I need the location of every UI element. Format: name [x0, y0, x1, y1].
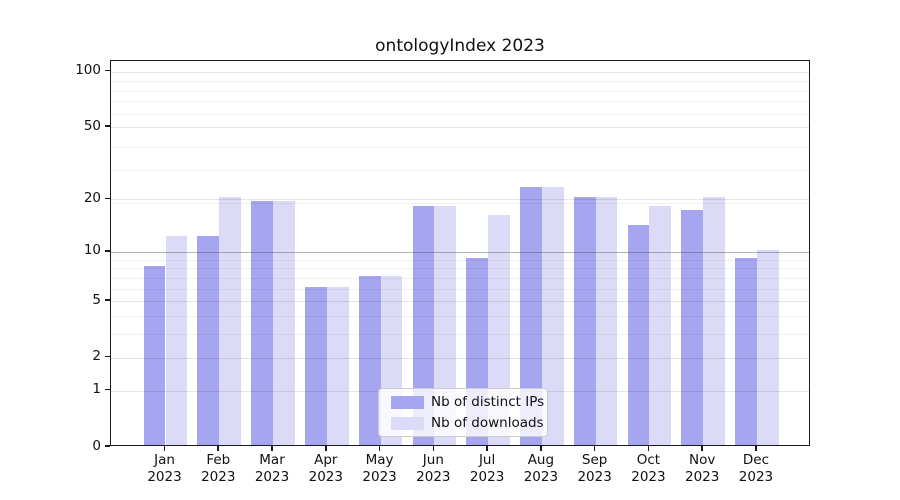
x-tick-label-aug: Aug 2023: [523, 452, 559, 485]
bar-oct-distinct-ips: [627, 224, 650, 445]
legend-label-distinct-ips: Nb of distinct IPs: [431, 394, 545, 410]
bar-jan-downloads: [165, 236, 188, 445]
bar-jun-downloads: [434, 205, 457, 445]
bar-oct-downloads: [649, 205, 672, 445]
x-tick-label-oct: Oct 2023: [631, 452, 666, 485]
gridline-minor: [111, 90, 809, 92]
bar-apr-distinct-ips: [305, 286, 327, 445]
gridline-10: [111, 251, 809, 253]
legend-item-downloads: Nb of downloads: [387, 415, 544, 431]
bar-nov-downloads: [703, 197, 725, 445]
bar-nov-distinct-ips: [681, 209, 704, 445]
gridline-100: [111, 71, 809, 73]
x-tick-sep: [593, 446, 596, 451]
y-tick-label-2: 2: [92, 348, 101, 365]
y-tick-5: [105, 299, 110, 302]
gridline-20: [111, 199, 809, 201]
gridline-minor: [111, 277, 809, 279]
y-tick-label-100: 100: [75, 62, 101, 79]
x-tick-label-dec: Dec 2023: [738, 452, 774, 485]
bar-aug-distinct-ips: [520, 186, 542, 445]
legend-label-downloads: Nb of downloads: [431, 415, 544, 431]
gridline-5: [111, 301, 809, 303]
bar-sep-distinct-ips: [573, 197, 596, 445]
gridline-minor: [111, 146, 809, 148]
gridline-minor: [111, 259, 809, 261]
legend: Nb of distinct IPs Nb of downloads: [378, 388, 548, 437]
x-tick-label-jul: Jul 2023: [469, 452, 505, 485]
gridline-minor: [111, 334, 809, 336]
chart-title: ontologyIndex 2023: [375, 36, 545, 56]
x-tick-dec: [755, 446, 757, 451]
x-tick-label-mar: Mar 2023: [254, 452, 290, 485]
bar-feb-distinct-ips: [197, 236, 220, 445]
y-tick-20: [105, 197, 110, 200]
y-tick-10: [105, 250, 110, 252]
x-tick-feb: [217, 446, 220, 451]
x-tick-apr: [325, 446, 327, 451]
bar-apr-downloads: [326, 286, 349, 445]
y-tick-label-1: 1: [92, 381, 101, 398]
bar-dec-downloads: [756, 249, 779, 445]
gridline-minor: [111, 316, 809, 318]
bar-jun-distinct-ips: [412, 205, 435, 445]
gridline-minor: [111, 80, 809, 82]
gridline-50: [111, 127, 809, 129]
x-tick-label-jun: Jun 2023: [416, 452, 451, 485]
x-tick-mar: [271, 446, 273, 451]
y-tick-50: [105, 125, 110, 127]
bar-jan-distinct-ips: [143, 266, 166, 445]
gridline-minor: [111, 113, 809, 115]
bar-feb-downloads: [219, 197, 242, 445]
x-tick-label-apr: Apr 2023: [308, 452, 343, 485]
x-tick-jun: [432, 446, 435, 451]
y-tick-0: [105, 445, 110, 447]
y-tick-label-50: 50: [83, 117, 101, 134]
x-tick-nov: [701, 446, 703, 451]
y-tick-label-10: 10: [83, 242, 101, 259]
bar-mar-downloads: [273, 201, 295, 445]
legend-swatch-distinct-ips: [391, 395, 424, 409]
gridline-minor: [111, 268, 809, 270]
bar-jul-downloads: [488, 214, 510, 445]
x-tick-label-may: May 2023: [362, 452, 397, 485]
gridline-minor: [111, 101, 809, 103]
x-tick-label-feb: Feb 2023: [201, 452, 236, 485]
bar-dec-distinct-ips: [735, 257, 757, 445]
x-tick-may: [378, 446, 381, 451]
x-tick-jan: [163, 446, 166, 451]
x-tick-jul: [486, 446, 488, 451]
y-tick-2: [105, 355, 110, 358]
x-tick-label-sep: Sep 2023: [577, 452, 612, 485]
y-tick-label-5: 5: [92, 291, 101, 308]
bar-sep-downloads: [595, 197, 618, 445]
gridline-minor: [111, 170, 809, 172]
gridline-2: [111, 357, 809, 359]
y-tick-1: [105, 388, 110, 391]
bar-aug-downloads: [541, 186, 564, 445]
x-tick-label-jan: Jan 2023: [147, 452, 182, 485]
x-tick-oct: [647, 446, 650, 451]
gridline-minor: [111, 288, 809, 290]
x-tick-aug: [540, 446, 542, 451]
bar-mar-distinct-ips: [251, 201, 274, 445]
y-tick-100: [105, 69, 110, 72]
legend-item-distinct-ips: Nb of distinct IPs: [387, 394, 544, 410]
legend-swatch-downloads: [391, 416, 424, 430]
bar-may-distinct-ips: [358, 275, 381, 445]
y-tick-label-0: 0: [92, 437, 101, 454]
y-tick-label-20: 20: [83, 189, 101, 206]
x-tick-label-nov: Nov 2023: [685, 452, 720, 485]
gridline-minor: [111, 203, 809, 205]
